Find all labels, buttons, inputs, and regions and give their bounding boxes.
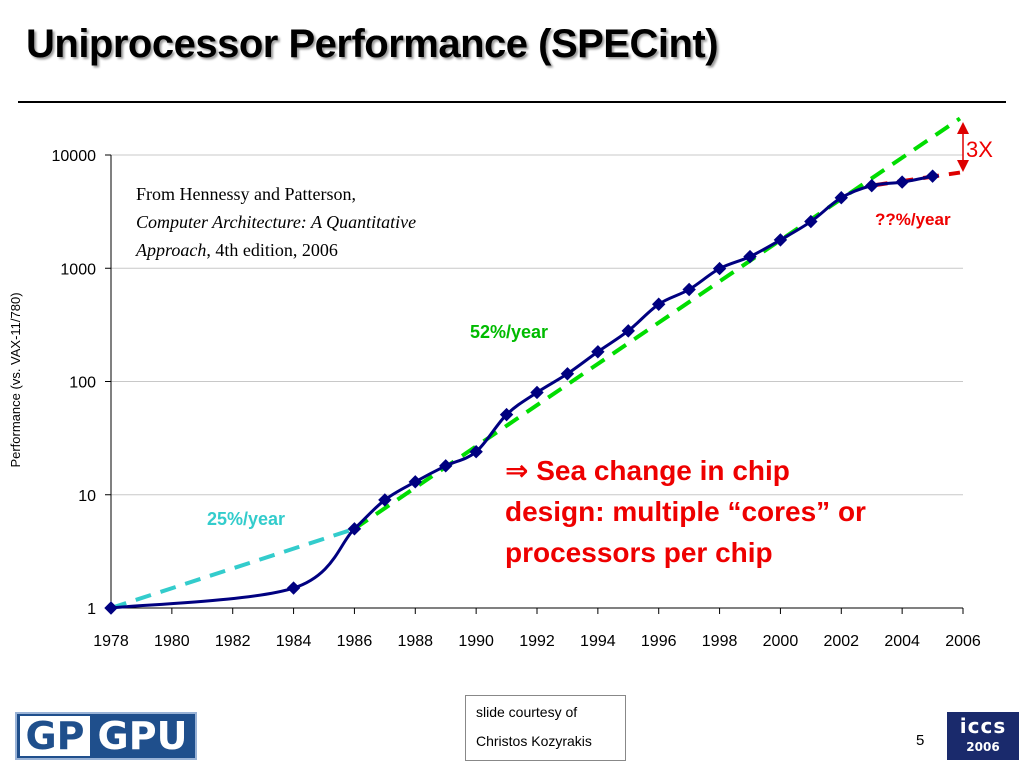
x-tick-label-1988: 1988 [397, 633, 433, 650]
rate-52-label: 52%/year [470, 322, 548, 342]
data-point-1996 [652, 297, 666, 311]
callout-line-1-text: Sea change in chip [536, 455, 790, 486]
source-line-3: Approach, 4th edition, 2006 [135, 240, 338, 260]
x-tick-label-1978: 1978 [93, 633, 129, 650]
x-tick-label-1982: 1982 [215, 633, 251, 650]
slide-title: Uniprocessor Performance (SPECint) [26, 22, 719, 66]
x-tick-label-2000: 2000 [763, 633, 799, 650]
data-point-2003 [865, 178, 879, 193]
data-point-1988 [408, 475, 422, 489]
x-tick-label-1980: 1980 [154, 633, 190, 650]
y-tick-label-100: 100 [69, 375, 96, 392]
data-point-1990 [469, 444, 483, 459]
y-tick-label-10000: 10000 [52, 148, 97, 165]
sea-change-callout: ⇒ Sea change in chip design: multiple “c… [505, 454, 866, 568]
courtesy-line-2: Christos Kozyrakis [476, 733, 592, 749]
x-tick-label-1984: 1984 [276, 633, 312, 650]
y-tick-label-1: 1 [87, 601, 96, 618]
performance-chart: 1 10 100 1000 10000 1978 1980 1982 1984 1986 1988 1… [8, 116, 993, 650]
data-point-1989 [439, 459, 453, 473]
grid-layer [111, 154, 963, 496]
rate-25-label: 25%/year [207, 509, 285, 529]
data-point-2005 [925, 169, 940, 183]
x-tick-label-1992: 1992 [519, 633, 555, 650]
x-tick-label-1986: 1986 [337, 633, 373, 650]
trend-line-52 [353, 116, 962, 531]
data-point-1998 [712, 261, 727, 276]
callout-line-2: design: multiple “cores” or [505, 496, 866, 527]
gpgpu-logo-part-1: GP [20, 716, 90, 756]
y-tick-label-1000: 1000 [60, 261, 96, 278]
data-point-1984 [286, 581, 301, 595]
iccs-logo-name: iccs [959, 714, 1007, 738]
data-point-1999 [743, 249, 757, 264]
series-layer [104, 169, 940, 615]
data-point-1993 [560, 367, 575, 381]
x-tick-label-1996: 1996 [641, 633, 677, 650]
data-point-1986 [347, 522, 362, 536]
axis-layer: 1 10 100 1000 10000 1978 1980 1982 1984 1986 1988 1… [52, 148, 981, 650]
rate-recent-label: ??%/year [875, 210, 951, 229]
courtesy-line-1: slide courtesy of [476, 704, 578, 720]
y-axis-label: Performance (vs. VAX-11/780) [8, 292, 23, 467]
data-point-1992 [530, 385, 544, 400]
gpgpu-logo-part-2: GPU [97, 714, 188, 758]
data-point-1991 [499, 407, 514, 422]
data-point-1994 [591, 345, 605, 359]
page-number: 5 [916, 732, 925, 749]
callout-line-1: ⇒ Sea change in chip [505, 454, 790, 487]
data-point-1997 [682, 282, 696, 297]
x-tick-label-2002: 2002 [823, 633, 859, 650]
iccs-logo: iccs 2006 [947, 712, 1019, 760]
data-point-2000 [773, 233, 788, 247]
source-book-title-end: Approach [135, 240, 206, 260]
courtesy-box: slide courtesy of Christos Kozyrakis [465, 695, 626, 761]
x-tick-label-2006: 2006 [945, 633, 981, 650]
title-divider [18, 101, 1006, 103]
gpgpu-logo: GP GPU [15, 712, 197, 760]
gap-label: 3X [966, 137, 993, 162]
source-line-2: Computer Architecture: A Quantitative [136, 212, 416, 232]
data-point-1995 [621, 324, 635, 338]
callout-line-3: processors per chip [505, 537, 773, 568]
source-line-1: From Hennessy and Patterson, [136, 184, 356, 204]
data-point-1978 [104, 601, 118, 615]
data-point-2002 [834, 191, 848, 205]
y-tick-label-10: 10 [78, 488, 96, 505]
data-point-2004 [895, 175, 909, 189]
x-tick-label-2004: 2004 [884, 633, 920, 650]
source-edition: , 4th edition, 2006 [206, 240, 338, 260]
implies-arrow: ⇒ [505, 454, 528, 487]
x-tick-label-1990: 1990 [458, 633, 494, 650]
trend-line-25 [110, 526, 356, 610]
x-tick-label-1998: 1998 [702, 633, 738, 650]
x-tick-label-1994: 1994 [580, 633, 616, 650]
iccs-logo-year: 2006 [966, 740, 1000, 754]
data-point-1987 [378, 493, 392, 507]
data-point-2001 [804, 214, 818, 229]
